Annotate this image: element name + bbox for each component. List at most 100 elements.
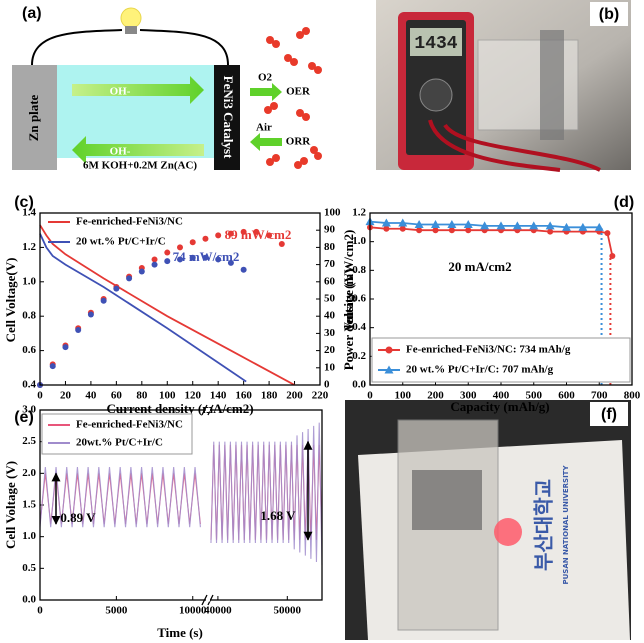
panel-a: OH- OH- Zn plate FeNi3 Catalyst 6M KOH+0… (12, 5, 322, 172)
marker (431, 219, 440, 228)
panel-b: 1434 (b) (376, 0, 631, 172)
wires (428, 119, 601, 172)
y-tick-label: 0.5 (22, 562, 36, 574)
y2-tick-label: 100 (324, 207, 341, 219)
y2-tick-label: 0 (324, 379, 330, 391)
x-tick-label: 400 (493, 390, 510, 402)
zn-plate (12, 65, 57, 170)
axis-break-gap (205, 408, 210, 412)
marker (100, 297, 107, 304)
x-tick-label: 120 (184, 390, 201, 402)
marker (189, 254, 196, 261)
marker (227, 259, 234, 266)
y2-tick-label: 70 (324, 258, 336, 270)
y-tick-label: 2.5 (22, 435, 36, 447)
plot-frame (39, 409, 323, 601)
dial (419, 78, 453, 112)
x-axis-label: Capacity (mAh/g) (450, 399, 549, 414)
y-tick-label: 1.0 (22, 275, 36, 287)
marker (399, 225, 406, 232)
legend-box (371, 337, 631, 383)
y-tick-label: 0.0 (22, 594, 36, 606)
legend-label: 20 wt.% Pt/C+Ir/C: 707 mAh/g (406, 364, 554, 376)
x-tick-label: 100 (395, 390, 412, 402)
y2-tick-label: 80 (324, 241, 336, 253)
ion-label: OH- (110, 86, 131, 98)
y-tick-label: 2.0 (22, 467, 36, 479)
led (494, 518, 522, 546)
x-tick-label: 40 (85, 390, 97, 402)
y-tick-label: 0.8 (22, 310, 36, 322)
marker (383, 225, 390, 232)
molecules (264, 27, 322, 169)
marker (75, 326, 82, 333)
gas-label: O2 (258, 72, 273, 84)
label-box (590, 2, 628, 26)
ion-label: OH- (110, 146, 131, 158)
y-axis-label: Cell Voltage (V) (3, 461, 18, 549)
marker (432, 227, 439, 234)
marker (398, 218, 408, 227)
x-tick-label: 600 (558, 390, 575, 402)
marker (215, 256, 222, 263)
x-tick-label: 5000 (105, 605, 128, 617)
y2-tick-label: 30 (324, 327, 336, 339)
marker (49, 363, 56, 370)
marker (562, 222, 571, 231)
arrow-left (72, 136, 204, 164)
marker (253, 228, 260, 235)
legend-marker (384, 365, 394, 374)
x-tick-label: 10000 (179, 605, 207, 617)
legend-label: Fe-enriched-FeNi3/NC (76, 419, 183, 431)
y-tick-label: 0.0 (352, 379, 366, 391)
marker (227, 230, 234, 237)
marker (381, 218, 391, 227)
marker (529, 221, 539, 230)
arrow-right (72, 76, 204, 104)
marker (414, 219, 424, 228)
x-tick-label: 140 (210, 390, 227, 402)
electrode (412, 470, 482, 530)
series-line (39, 233, 247, 383)
marker (177, 244, 183, 251)
marker (545, 221, 555, 230)
marker (126, 275, 133, 282)
y-tick-label: 3.0 (22, 404, 36, 416)
wire (31, 29, 229, 66)
marker (594, 222, 604, 231)
marker (463, 219, 473, 228)
y2-tick-label: 90 (324, 224, 336, 236)
x-tick-label: 50000 (274, 605, 302, 617)
legend-label: Fe-enriched-FeNi3/NC: 734 mAh/g (406, 344, 571, 356)
y-tick-label: 0.2 (352, 350, 366, 362)
x-tick-label: 700 (591, 390, 608, 402)
marker (266, 232, 273, 239)
display (410, 28, 462, 56)
plot-frame (39, 212, 321, 386)
y-tick-label: 0.8 (352, 264, 366, 276)
marker (547, 228, 554, 235)
y-tick-label: 0.4 (352, 321, 366, 333)
catalyst-label: FeNi3 Catalyst (221, 76, 236, 159)
marker (113, 285, 120, 292)
x-tick-label: 100 (159, 390, 176, 402)
x-tick-label: 180 (261, 390, 278, 402)
label-box (590, 402, 628, 426)
y2-tick-label: 60 (324, 275, 336, 287)
annotation: 1.68 V (260, 508, 296, 523)
y-axis-label: Cell Voltage(V) (3, 258, 18, 343)
series-line (39, 224, 295, 386)
marker (189, 239, 196, 246)
y-tick-label: 1.2 (22, 241, 36, 253)
marker (151, 256, 158, 263)
marker (512, 221, 522, 230)
marker (151, 261, 158, 268)
y2-tick-label: 40 (324, 310, 336, 322)
legend-label: 20 wt.% Pt/C+Ir/C (76, 236, 166, 248)
marker (202, 254, 209, 261)
y2-tick-label: 10 (324, 361, 336, 373)
catalyst (214, 65, 240, 170)
series-line (369, 226, 614, 257)
panel-label: (a) (22, 5, 42, 22)
